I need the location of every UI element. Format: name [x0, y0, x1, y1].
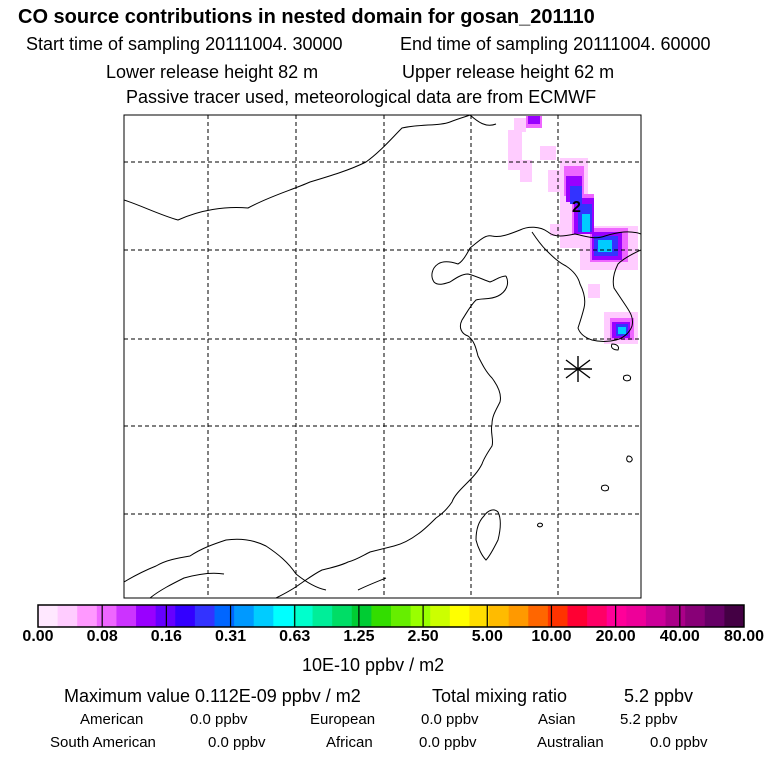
- colorbar-cell: [273, 605, 294, 627]
- asian-label: Asian: [538, 711, 576, 728]
- colorbar-cell: [528, 605, 549, 627]
- colorbar-tick-label: 2.50: [407, 628, 439, 645]
- colorbar-tick-label: 0.63: [279, 628, 311, 645]
- colorbar-tick-label: 0.31: [214, 628, 247, 645]
- australian-label: Australian: [537, 734, 604, 751]
- colorbar-cell: [312, 605, 333, 627]
- receptor-marker-icon: [564, 356, 592, 382]
- colorbar-tick-label: 20.00: [595, 628, 636, 645]
- sampling-end: End time of sampling 20111004. 60000: [400, 34, 711, 54]
- graticule: [124, 115, 641, 598]
- colorbar-cell: [391, 605, 412, 627]
- colorbar-cell: [351, 605, 372, 627]
- colorbar-cell: [332, 605, 353, 627]
- colorbar-cell: [469, 605, 490, 627]
- australian-value: 0.0 ppbv: [650, 734, 708, 751]
- colorbar-cell: [430, 605, 451, 627]
- tracer-note: Passive tracer used, meteorological data…: [126, 87, 597, 107]
- colorbar-tick-label: 0.16: [150, 628, 182, 645]
- colorbar-cell: [626, 605, 647, 627]
- asian-value: 5.2 ppbv: [620, 711, 678, 728]
- colorbar-tick-label: 0.00: [22, 628, 54, 645]
- colorbar-frame: [37, 604, 745, 628]
- european-label: European: [310, 711, 376, 728]
- african-value: 0.0 ppbv: [419, 734, 477, 751]
- coastlines: [124, 115, 641, 598]
- contour-label: 2: [572, 199, 581, 216]
- european-value: 0.0 ppbv: [421, 711, 479, 728]
- colorbar-cell: [57, 605, 78, 627]
- colorbar-cell: [136, 605, 157, 627]
- colorbar-cell: [567, 605, 588, 627]
- total-mixing-label: Total mixing ratio: [432, 686, 568, 706]
- map-background: [124, 115, 641, 598]
- colorbar-cell: [410, 605, 431, 627]
- colorbar-cell: [724, 605, 745, 627]
- colorbar-tick-label: 1.25: [343, 628, 375, 645]
- chart-title: CO source contributions in nested domain…: [18, 6, 595, 28]
- south-american-label: South American: [50, 734, 156, 751]
- colorbar-cell: [253, 605, 274, 627]
- colorbar-cell: [606, 605, 627, 627]
- colorbar-cell: [214, 605, 235, 627]
- colorbar-cell: [38, 605, 59, 627]
- colorbar-cell: [77, 605, 98, 627]
- colorbar-tick-label: 0.08: [86, 628, 118, 645]
- colorbar-cell: [685, 605, 706, 627]
- colorbar-cell: [234, 605, 255, 627]
- lower-release-height: Lower release height 82 m: [106, 62, 319, 82]
- colorbar-cell: [508, 605, 529, 627]
- colorbar-tick-label: 5.00: [471, 628, 503, 645]
- south-american-value: 0.0 ppbv: [208, 734, 266, 751]
- colorbar-tick-label: 10.00: [531, 628, 572, 645]
- sampling-start: Start time of sampling 20111004. 30000: [26, 34, 343, 54]
- colorbar-unit: 10E-10 ppbv / m2: [302, 655, 445, 675]
- colorbar: [38, 605, 745, 627]
- colorbar-cell: [175, 605, 196, 627]
- colorbar-tick-label: 40.00: [659, 628, 700, 645]
- colorbar-cell: [292, 605, 314, 627]
- colorbar-cell: [587, 605, 608, 627]
- colorbar-cell: [645, 605, 667, 627]
- map-frame: [123, 114, 642, 599]
- american-label: American: [80, 711, 144, 728]
- plume-core-cyan: [582, 214, 626, 334]
- colorbar-cell: [371, 605, 392, 627]
- colorbar-cell: [449, 605, 470, 627]
- concentration-field: [508, 116, 638, 344]
- colorbar-cell: [704, 605, 725, 627]
- colorbar-cell: [155, 605, 176, 627]
- colorbar-tick-label: 80.00: [723, 628, 765, 645]
- american-value: 0.0 ppbv: [190, 711, 248, 728]
- colorbar-cell: [194, 605, 215, 627]
- colorbar-cell: [547, 605, 568, 627]
- colorbar-cell: [116, 605, 137, 627]
- colorbar-cell: [96, 605, 117, 627]
- colorbar-cell: [665, 605, 686, 627]
- african-label: African: [326, 734, 373, 751]
- total-mixing-value: 5.2 ppbv: [624, 686, 694, 706]
- colorbar-cell: [489, 605, 510, 627]
- upper-release-height: Upper release height 62 m: [402, 62, 615, 82]
- maximum-value: Maximum value 0.112E-09 ppbv / m2: [64, 686, 361, 706]
